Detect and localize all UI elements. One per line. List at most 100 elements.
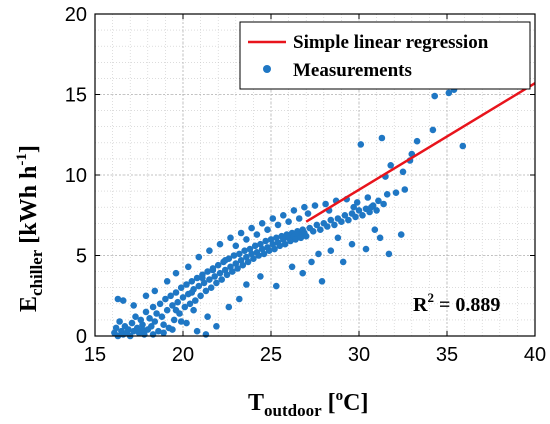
measurement-point: [359, 212, 366, 219]
measurement-point: [213, 323, 220, 330]
measurement-point: [285, 218, 292, 225]
measurement-point: [243, 281, 250, 288]
measurement-point: [229, 268, 236, 275]
measurement-point: [190, 306, 197, 314]
measurement-point: [339, 258, 347, 266]
measurement-point: [350, 203, 358, 211]
measurement-point: [225, 303, 233, 311]
regression-line-layer: [305, 82, 536, 223]
measurement-point: [248, 224, 255, 232]
r-squared-prefix: R: [413, 294, 428, 316]
legend: Simple linear regression Measurements: [239, 21, 531, 90]
measurement-point: [193, 274, 201, 282]
measurement-point: [236, 295, 243, 303]
measurement-point: [169, 302, 176, 309]
measurement-point: [264, 226, 271, 233]
measurement-point: [413, 137, 421, 145]
measurement-point: [345, 216, 352, 224]
y-axis-title-unit-sup: -1: [14, 153, 30, 166]
measurement-point: [334, 234, 342, 242]
legend-marker-measurements: [263, 65, 271, 73]
r-squared-sup: 2: [427, 290, 434, 305]
measurement-point: [130, 302, 137, 309]
x-axis-title-unit-open: [: [322, 390, 336, 416]
measurement-point: [151, 287, 159, 295]
measurement-point: [269, 215, 277, 222]
measurement-point: [315, 250, 322, 258]
measurement-point: [211, 273, 218, 280]
measurement-point: [148, 323, 155, 330]
measurement-point: [253, 231, 261, 238]
y-tick-label: 0: [76, 326, 87, 348]
measurement-point: [318, 278, 326, 285]
measurement-point: [151, 318, 159, 325]
measurement-point: [301, 203, 308, 211]
measurement-point: [206, 247, 213, 254]
measurement-point: [183, 281, 190, 288]
measurement-point: [128, 319, 136, 327]
measurement-point: [348, 240, 356, 248]
measurement-point: [197, 292, 204, 300]
measurement-point: [250, 255, 257, 262]
measurement-point: [288, 263, 296, 271]
measurement-point: [309, 228, 317, 235]
measurement-point: [223, 271, 231, 279]
measurement-point: [445, 89, 453, 97]
x-tick-label: 25: [260, 344, 282, 366]
measurement-point: [331, 221, 338, 229]
legend-label-measurements: Measurements: [293, 60, 412, 81]
measurement-point: [153, 310, 160, 317]
measurement-point: [116, 318, 123, 325]
measurement-point: [139, 321, 146, 329]
measurement-point: [392, 189, 400, 196]
x-tick-label: 20: [172, 344, 194, 366]
measurement-point: [221, 257, 229, 264]
measurement-point: [380, 200, 387, 208]
measurement-point: [114, 295, 122, 303]
measurement-point: [216, 240, 224, 248]
measurement-point: [213, 279, 220, 287]
measurement-point: [172, 306, 180, 314]
measurement-point: [227, 234, 234, 242]
measurement-point: [311, 202, 319, 209]
measurement-point: [258, 220, 266, 227]
x-tick-label: 30: [348, 344, 370, 366]
x-axis-title: Toutdoor [oC]: [248, 388, 368, 420]
measurement-point: [160, 321, 167, 329]
measurement-point: [177, 284, 185, 292]
measurement-point: [262, 237, 270, 245]
measurement-point: [295, 215, 303, 222]
measurement-point: [237, 229, 245, 237]
measurement-point: [313, 221, 321, 229]
measurement-point: [236, 250, 243, 258]
measurement-point: [327, 216, 335, 224]
measurement-point: [341, 212, 349, 219]
measurement-point: [207, 284, 215, 292]
measurement-point: [280, 212, 287, 219]
measurement-point: [142, 308, 150, 316]
measurement-point: [273, 282, 280, 290]
measurement-point: [357, 141, 365, 148]
measurement-point: [142, 292, 150, 300]
y-axis-title-unit-open: [kWh h: [16, 166, 42, 250]
y-axis-title: Echiller [kWh h-1]: [14, 145, 46, 312]
measurement-point: [186, 300, 194, 308]
y-tick-label: 20: [65, 4, 87, 26]
measurement-point: [206, 276, 213, 283]
measurement-point: [352, 213, 359, 221]
x-tick-label: 15: [84, 344, 106, 366]
measurement-point: [162, 295, 169, 303]
measurement-point: [255, 252, 262, 259]
measurement-point: [324, 223, 331, 230]
measurement-point: [193, 327, 201, 335]
measurement-point: [172, 269, 180, 277]
measurement-point: [378, 134, 386, 142]
measurement-point: [174, 298, 181, 306]
measurement-point: [260, 250, 268, 258]
measurement-point: [304, 210, 312, 217]
legend-label-regression: Simple linear regression: [293, 32, 489, 53]
measurement-point: [241, 247, 248, 254]
x-axis-title-main: T: [248, 390, 264, 416]
measurement-point: [385, 250, 393, 258]
